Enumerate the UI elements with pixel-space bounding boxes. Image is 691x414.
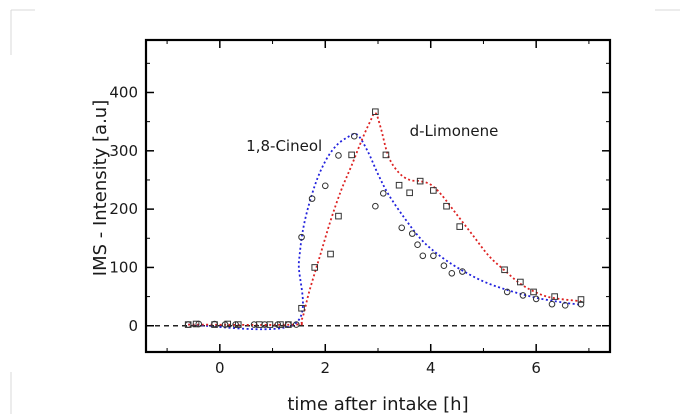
y-tick-label: 0	[128, 317, 138, 335]
square-point-25	[551, 293, 558, 300]
y-tick-label: 300	[109, 142, 138, 160]
circle-point-24	[459, 268, 466, 275]
y-axis-title: IMS - Intensity [a.u]	[90, 100, 111, 276]
circle-point-19	[414, 241, 421, 248]
plot-frame	[144, 38, 612, 354]
circle-point-28	[548, 300, 556, 308]
square-point-5	[256, 321, 263, 328]
square-point-23	[517, 278, 524, 286]
annotation-limonene: d-Limonene	[410, 122, 499, 140]
x-tick-label: 6	[531, 359, 541, 377]
axes: 0 2 4 6 0 100 200 300 400	[109, 38, 612, 377]
square-point-2	[211, 321, 218, 328]
fit-curve-series-0	[188, 132, 582, 331]
x-tick-label: 4	[426, 359, 436, 377]
square-point-21	[456, 223, 464, 230]
circle-point-26	[519, 292, 527, 299]
decor-corners	[10, 9, 680, 414]
x-tick-label: 0	[215, 359, 225, 377]
square-point-17	[406, 189, 413, 197]
square-point-24	[530, 288, 537, 296]
square-point-1	[192, 320, 200, 328]
circle-point-29	[561, 302, 569, 309]
circle-point-27	[532, 295, 540, 303]
circle-point-14	[350, 132, 358, 140]
square-point-3	[224, 320, 232, 328]
y-tick-label: 100	[109, 258, 138, 276]
circle-point-20	[419, 252, 427, 260]
square-point-8	[285, 321, 292, 328]
circle-point-11	[308, 195, 316, 202]
circle-point-30	[577, 300, 585, 308]
y-tick-label: 200	[109, 200, 138, 218]
x-axis-title: time after intake [h]	[287, 394, 468, 414]
square-point-10	[311, 264, 319, 271]
square-point-19	[430, 187, 437, 194]
fit-curves	[188, 111, 582, 331]
circle-point-15	[372, 202, 379, 210]
square-point-0	[184, 321, 192, 328]
square-point-9	[298, 304, 305, 312]
square-point-6	[266, 321, 274, 328]
circle-point-16	[379, 190, 387, 197]
square-point-11	[327, 250, 334, 258]
square-point-12	[335, 212, 342, 220]
square-point-16	[395, 181, 403, 189]
square-point-20	[443, 202, 450, 210]
square-point-4	[234, 321, 242, 328]
x-tick-label: 2	[320, 359, 330, 377]
square-point-22	[501, 266, 508, 274]
square-point-15	[382, 151, 390, 159]
square-point-26	[577, 296, 585, 303]
circle-point-18	[408, 230, 416, 237]
annotation-cineol: 1,8-Cineol	[246, 137, 322, 155]
y-tick-label: 400	[109, 83, 138, 101]
circle-point-21	[430, 252, 437, 260]
square-point-14	[372, 108, 379, 116]
circle-point-25	[503, 288, 511, 296]
circle-point-23	[448, 269, 456, 277]
circle-point-22	[440, 262, 448, 269]
square-point-7	[277, 321, 284, 328]
circle-point-13	[335, 152, 342, 159]
square-point-13	[348, 151, 355, 159]
circle-point-9	[292, 321, 300, 328]
circle-point-10	[298, 233, 305, 241]
data-points	[184, 108, 585, 328]
circle-point-12	[321, 182, 329, 190]
square-point-18	[416, 177, 424, 185]
circle-point-17	[398, 224, 406, 232]
